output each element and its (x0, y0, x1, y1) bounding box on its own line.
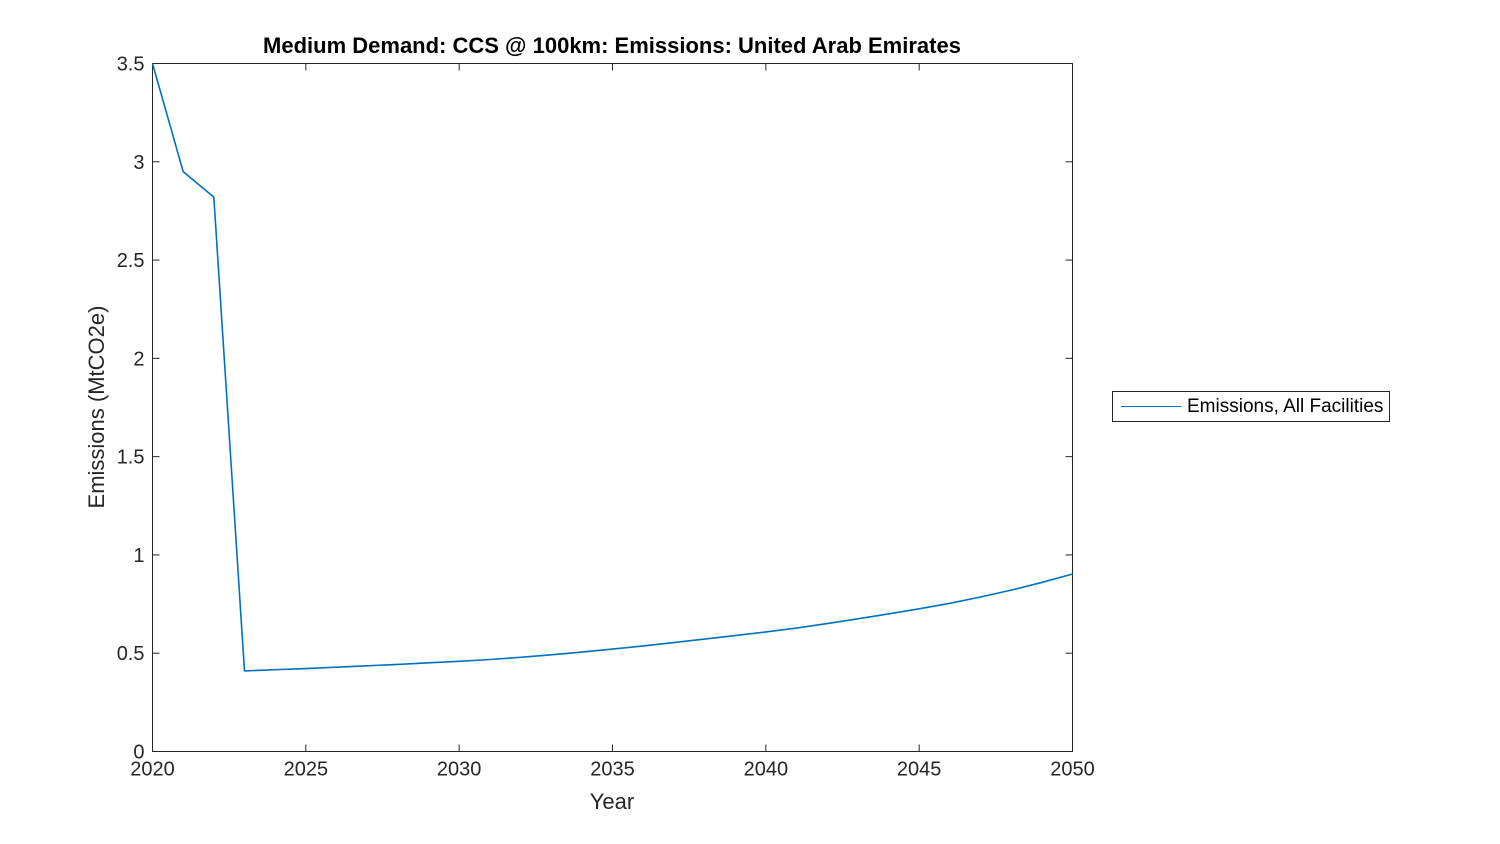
y-tick-label: 0 (133, 742, 144, 764)
y-tick-label: 2 (133, 348, 144, 370)
y-tick-label: 2.5 (117, 250, 145, 272)
emissions-line (151, 63, 1073, 672)
x-tick-label: 2045 (897, 759, 942, 781)
x-axis-label: Year (589, 789, 635, 814)
y-axis-label: Emissions (MtCO2e) (84, 305, 109, 509)
y-tick-label: 1 (133, 545, 144, 567)
y-tick-label: 3 (133, 152, 144, 174)
x-tick-label: 2020 (130, 759, 175, 781)
x-tick-label: 2035 (590, 759, 635, 781)
x-tick-label: 2040 (744, 759, 789, 781)
legend-line-sample-icon (1121, 406, 1181, 407)
chart-title: Medium Demand: CCS @ 100km: Emissions: U… (263, 33, 961, 58)
legend: Emissions, All Facilities (1112, 391, 1390, 422)
y-tick-label: 0.5 (117, 643, 145, 665)
x-tick-label: 2025 (284, 759, 329, 781)
x-tick-label: 2050 (1050, 759, 1095, 781)
x-tick-label: 2030 (437, 759, 482, 781)
y-tick-label: 3.5 (117, 54, 145, 76)
y-tick-label: 1.5 (117, 447, 145, 469)
legend-entry-label: Emissions, All Facilities (1187, 395, 1384, 417)
